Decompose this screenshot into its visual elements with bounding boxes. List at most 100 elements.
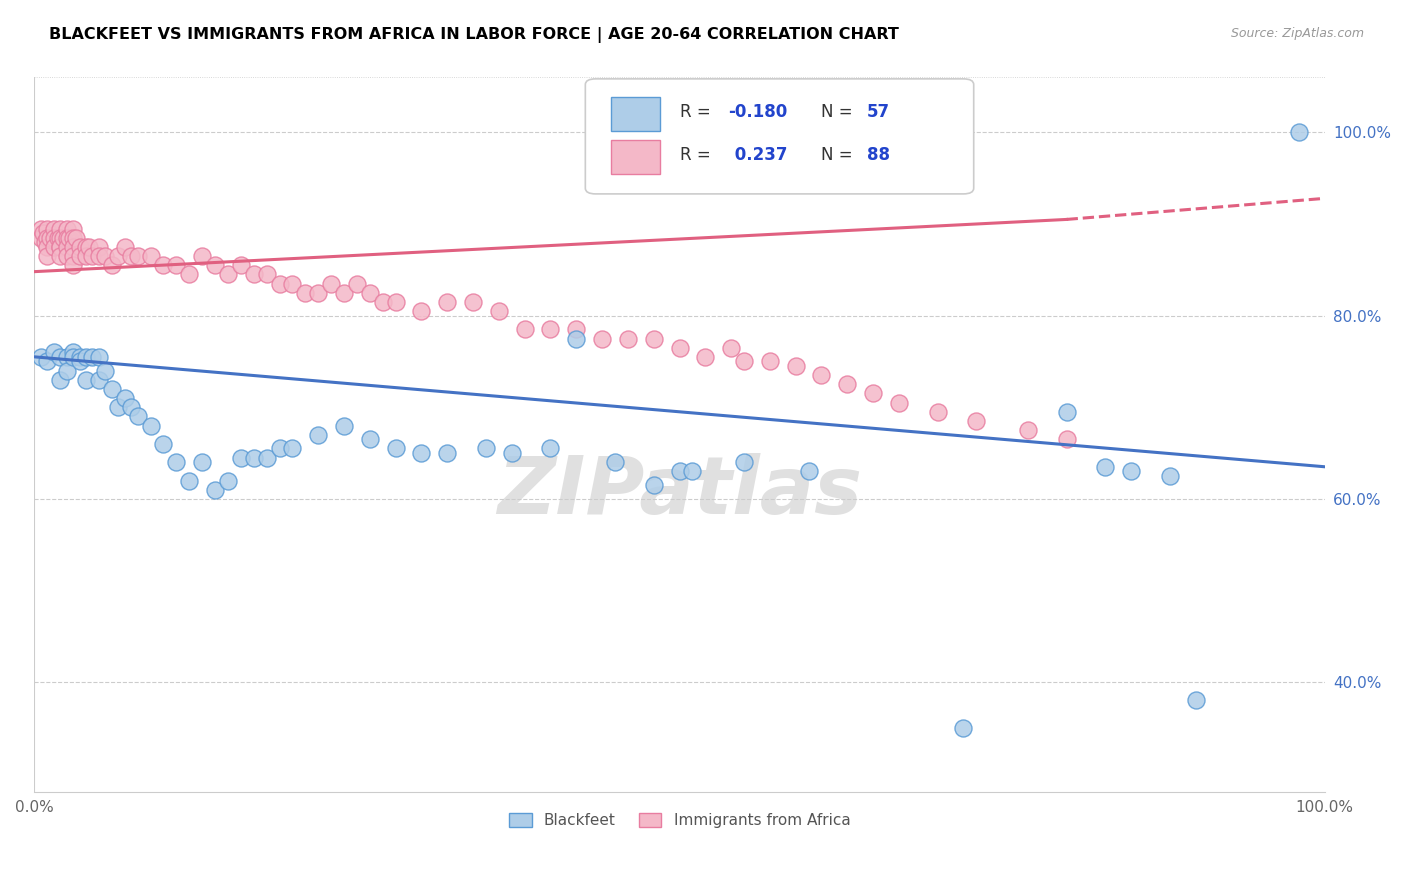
Point [862, 386, 884, 401]
Point [152, 437, 174, 451]
Point [307, 285, 329, 300]
Point [837, 377, 859, 392]
Point [62, 249, 84, 263]
Point [62, 350, 84, 364]
Point [810, 368, 832, 383]
Point [114, 240, 136, 254]
Point [269, 277, 291, 291]
Point [488, 304, 510, 318]
Point [384, 442, 406, 456]
Point [55, 221, 77, 235]
Point [127, 409, 149, 424]
Point [759, 354, 782, 368]
Point [58, 231, 80, 245]
Point [1159, 469, 1181, 483]
Point [733, 354, 755, 368]
Point [139, 249, 162, 263]
Point [49, 221, 72, 235]
Point [333, 418, 356, 433]
Point [179, 474, 201, 488]
Point [668, 464, 690, 478]
Point [34, 235, 56, 250]
Point [204, 258, 226, 272]
Point [1288, 125, 1310, 139]
Text: N =: N = [821, 145, 858, 163]
Point [62, 258, 84, 272]
Point [281, 442, 304, 456]
Point [411, 304, 433, 318]
Point [62, 240, 84, 254]
Point [643, 478, 665, 492]
Point [204, 483, 226, 497]
Point [436, 446, 458, 460]
Point [617, 332, 640, 346]
Point [49, 350, 72, 364]
Point [333, 285, 356, 300]
Point [321, 277, 343, 291]
Point [179, 268, 201, 282]
Point [30, 231, 52, 245]
Point [55, 350, 77, 364]
Point [101, 258, 124, 272]
Point [643, 332, 665, 346]
Point [371, 294, 394, 309]
Point [346, 277, 368, 291]
Point [42, 231, 65, 245]
Point [62, 231, 84, 245]
Point [87, 350, 110, 364]
Text: -0.180: -0.180 [728, 103, 787, 120]
Point [69, 350, 91, 364]
Text: ZIPatlas: ZIPatlas [496, 453, 862, 531]
Point [101, 382, 124, 396]
Point [62, 221, 84, 235]
Point [695, 350, 717, 364]
Point [42, 345, 65, 359]
Point [1056, 432, 1078, 446]
Point [37, 240, 59, 254]
Point [65, 231, 87, 245]
Point [46, 231, 69, 245]
Point [191, 249, 214, 263]
FancyBboxPatch shape [612, 140, 661, 174]
Point [797, 464, 820, 478]
Point [75, 373, 97, 387]
Point [411, 446, 433, 460]
Text: R =: R = [679, 145, 716, 163]
Point [30, 221, 52, 235]
Point [281, 277, 304, 291]
Text: R =: R = [679, 103, 716, 120]
Point [591, 332, 613, 346]
Point [681, 464, 703, 478]
Point [359, 432, 381, 446]
Point [120, 401, 142, 415]
Point [501, 446, 523, 460]
Point [927, 405, 949, 419]
Point [49, 373, 72, 387]
Point [62, 345, 84, 359]
Point [256, 268, 278, 282]
Point [139, 418, 162, 433]
Point [38, 231, 60, 245]
Point [69, 354, 91, 368]
Point [49, 249, 72, 263]
Point [217, 268, 239, 282]
Text: Source: ZipAtlas.com: Source: ZipAtlas.com [1230, 27, 1364, 40]
Point [461, 294, 484, 309]
FancyBboxPatch shape [585, 78, 974, 194]
Point [107, 401, 129, 415]
Point [256, 450, 278, 465]
Point [37, 221, 59, 235]
Point [1119, 464, 1142, 478]
Point [733, 455, 755, 469]
Point [55, 240, 77, 254]
Point [242, 268, 264, 282]
Point [75, 249, 97, 263]
Point [1017, 423, 1039, 437]
Point [668, 341, 690, 355]
Point [114, 391, 136, 405]
FancyBboxPatch shape [612, 96, 661, 131]
Point [191, 455, 214, 469]
Point [94, 249, 117, 263]
Point [165, 455, 187, 469]
Point [87, 249, 110, 263]
